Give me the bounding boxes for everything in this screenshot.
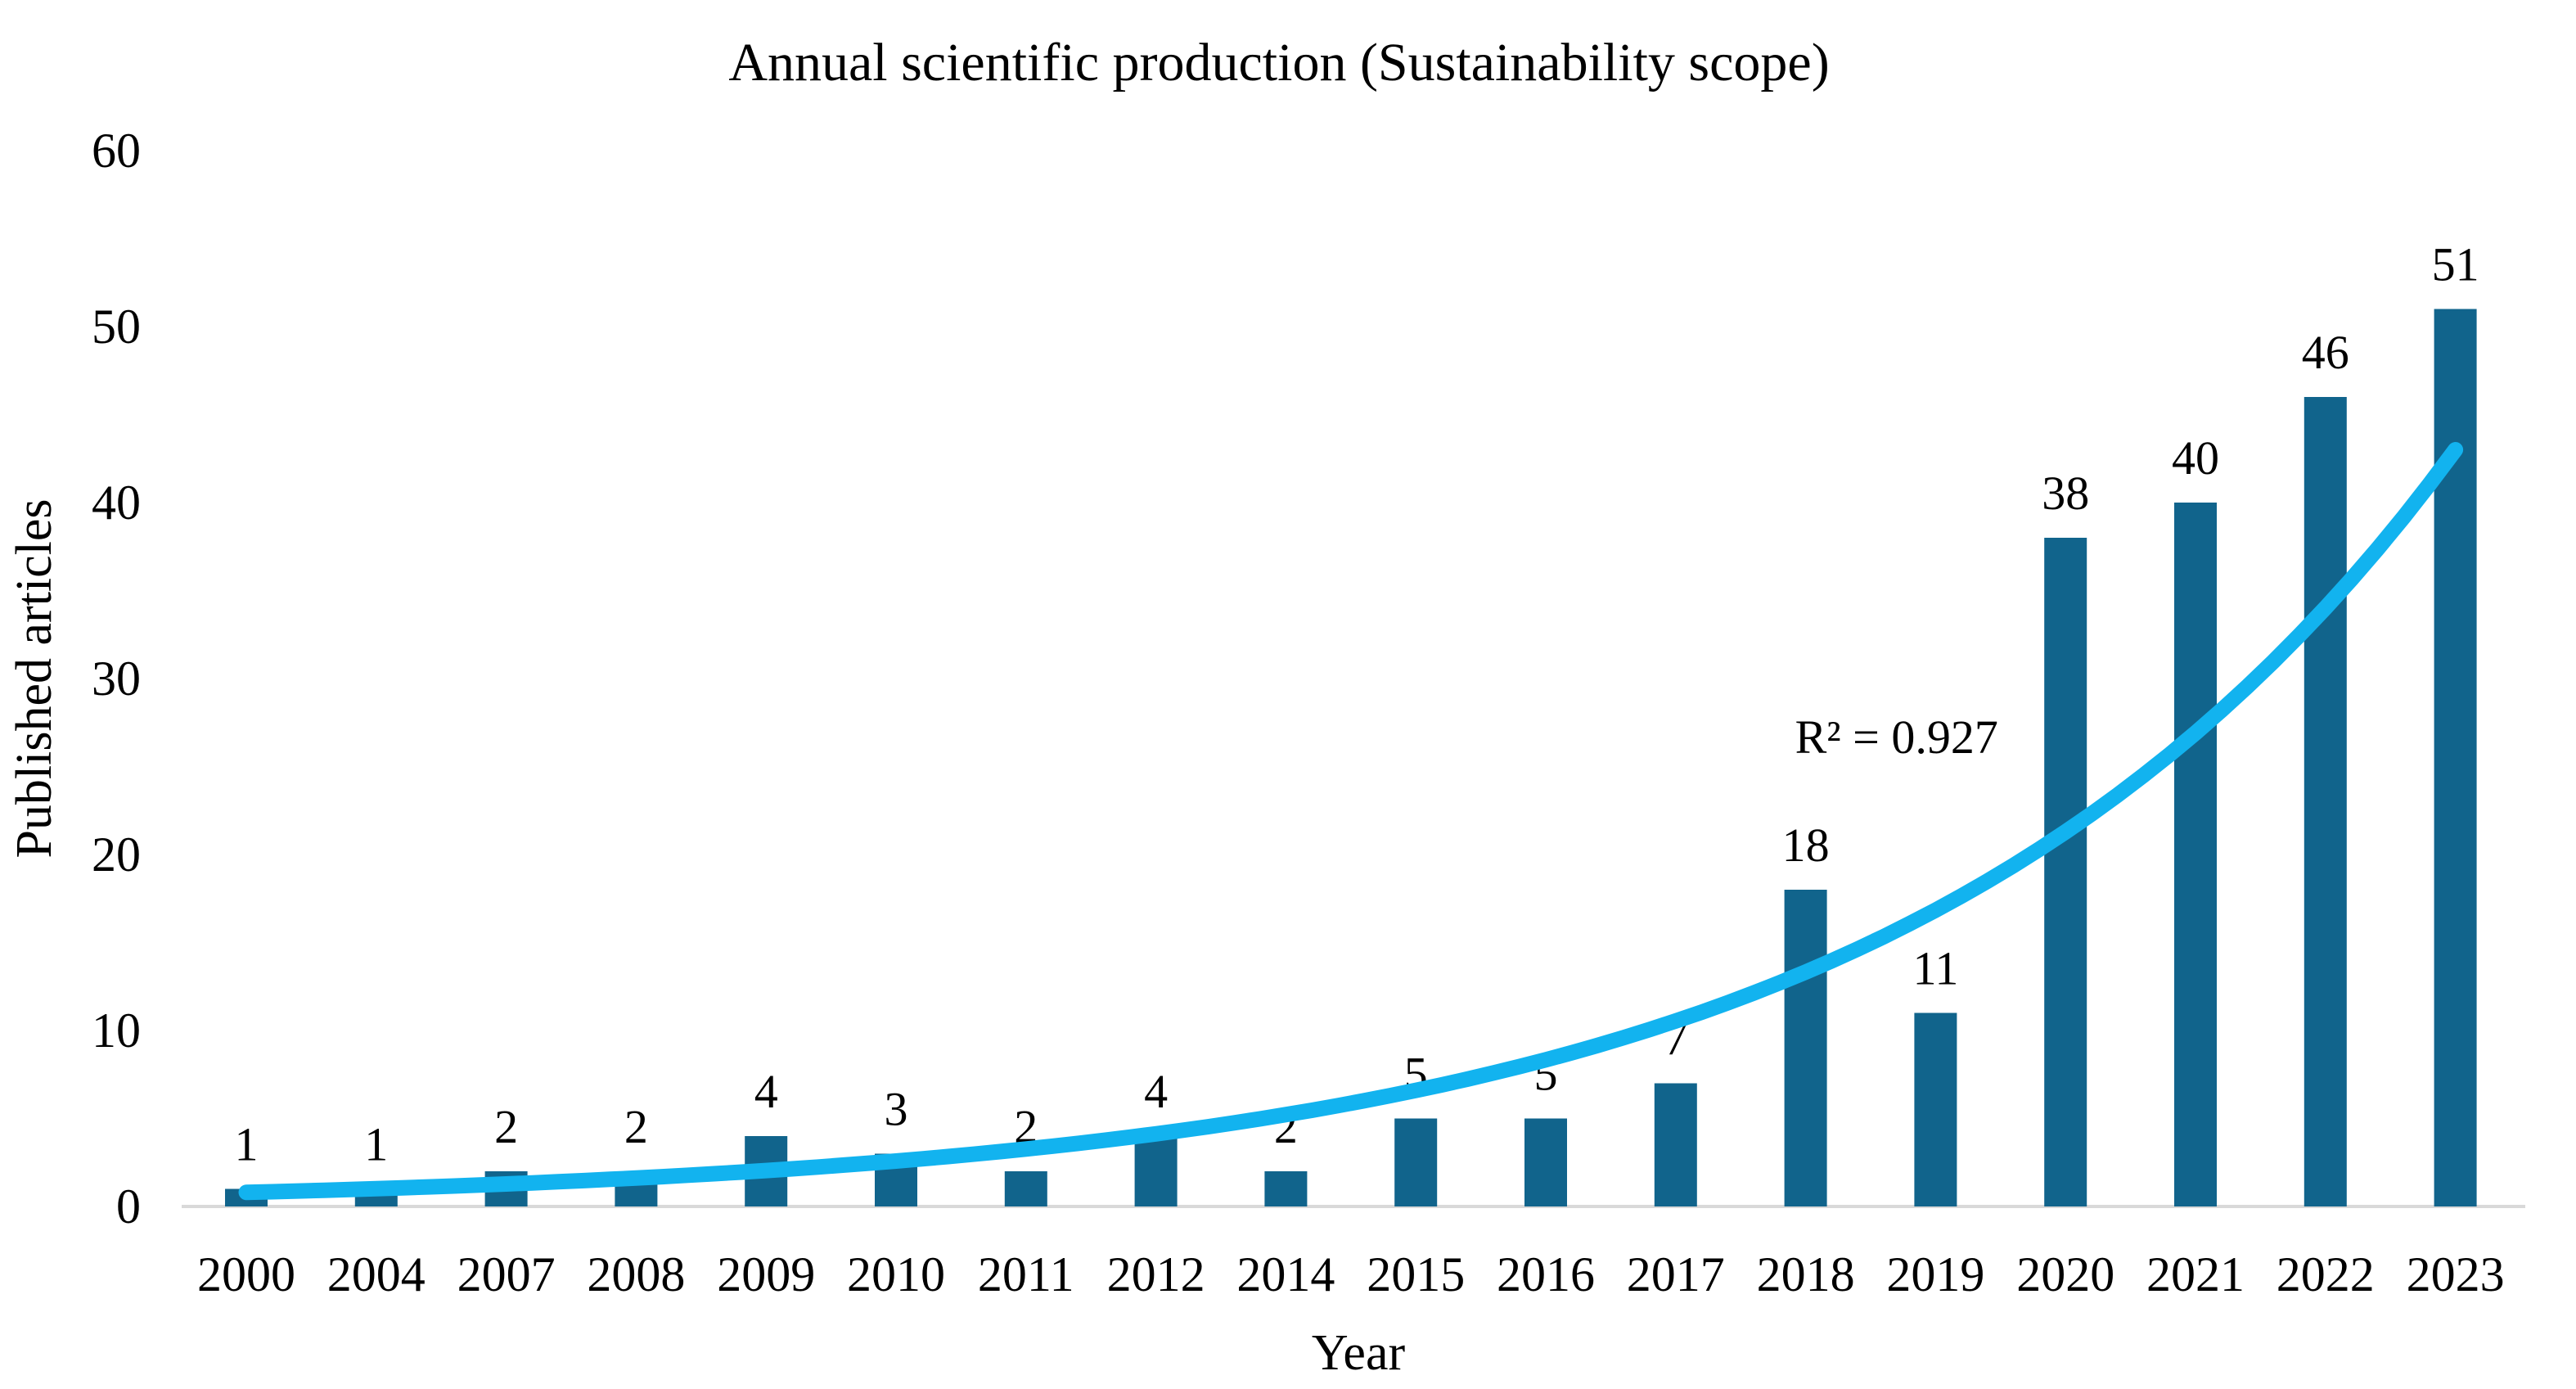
- value-label-2010: 3: [885, 1083, 908, 1136]
- y-tick-30: 30: [92, 652, 141, 706]
- trendline: [238, 442, 2464, 1201]
- x-tick-2017: 2017: [1627, 1247, 1725, 1301]
- y-tick-10: 10: [92, 1003, 141, 1058]
- x-tick-2015: 2015: [1367, 1247, 1465, 1301]
- value-label-2008: 2: [624, 1100, 648, 1153]
- x-tick-2016: 2016: [1497, 1247, 1595, 1301]
- value-label-2023: 51: [2432, 238, 2479, 291]
- bar-2019: [1914, 1012, 1957, 1206]
- x-tick-2004: 2004: [327, 1247, 426, 1301]
- bar-2015: [1394, 1118, 1438, 1206]
- x-axis-title: Year: [1312, 1325, 1406, 1381]
- value-label-2012: 4: [1144, 1065, 1168, 1118]
- x-tick-2010: 2010: [847, 1247, 945, 1301]
- bars-group: [225, 309, 2477, 1206]
- value-label-2009: 4: [754, 1065, 778, 1118]
- x-tick-2019: 2019: [1886, 1247, 1984, 1301]
- bar-2014: [1264, 1171, 1308, 1206]
- value-label-2020: 38: [2042, 467, 2089, 520]
- x-tick-2012: 2012: [1107, 1247, 1205, 1301]
- chart-title: Annual scientific production (Sustainabi…: [728, 33, 1829, 92]
- y-tick-60: 60: [92, 124, 141, 178]
- x-tick-2018: 2018: [1757, 1247, 1855, 1301]
- y-tick-20: 20: [92, 828, 141, 882]
- value-label-2018: 18: [1782, 819, 1830, 872]
- x-tick-2014: 2014: [1236, 1247, 1335, 1301]
- value-label-2022: 46: [2302, 326, 2349, 379]
- x-axis-tick-labels: 2000 2004 2007 2008 2009 2010 2011 2012 2014 2015…: [197, 1247, 2505, 1301]
- bar-2021: [2174, 503, 2217, 1206]
- x-tick-2021: 2021: [2146, 1247, 2245, 1301]
- value-label-2000: 1: [235, 1118, 259, 1171]
- y-tick-50: 50: [92, 300, 141, 354]
- bar-2011: [1004, 1171, 1047, 1206]
- value-label-2004: 1: [364, 1118, 388, 1171]
- value-label-2007: 2: [494, 1100, 518, 1153]
- y-tick-0: 0: [116, 1179, 141, 1233]
- value-label-2019: 11: [1912, 942, 1958, 995]
- x-tick-2008: 2008: [587, 1247, 685, 1301]
- bar-2018: [1784, 890, 1827, 1206]
- bar-2020: [2044, 538, 2087, 1206]
- x-tick-2022: 2022: [2277, 1247, 2375, 1301]
- x-tick-2009: 2009: [717, 1247, 815, 1301]
- bar-2017: [1654, 1083, 1697, 1206]
- bar-2012: [1134, 1136, 1178, 1206]
- x-tick-2011: 2011: [978, 1247, 1074, 1301]
- x-tick-2007: 2007: [457, 1247, 556, 1301]
- trendline-r2-label: R² = 0.927: [1795, 710, 1998, 764]
- x-tick-2000: 2000: [197, 1247, 295, 1301]
- bar-2016: [1524, 1118, 1567, 1206]
- bar-2022: [2304, 397, 2347, 1206]
- y-axis-tick-labels: 0 10 20 30 40 50 60: [92, 124, 141, 1233]
- y-tick-40: 40: [92, 476, 141, 530]
- value-label-2021: 40: [2172, 431, 2219, 485]
- y-axis-title: Published articles: [7, 498, 62, 858]
- x-tick-2023: 2023: [2407, 1247, 2505, 1301]
- x-tick-2020: 2020: [2016, 1247, 2114, 1301]
